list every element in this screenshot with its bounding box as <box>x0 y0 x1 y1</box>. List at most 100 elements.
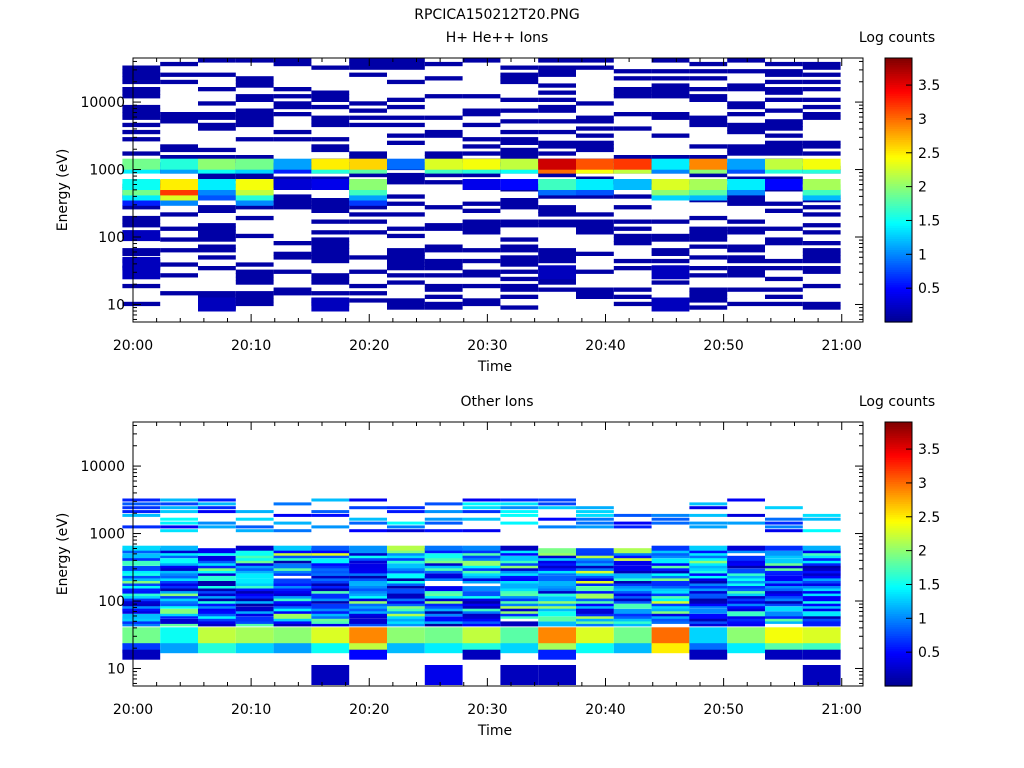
colorbar-segment <box>885 139 912 143</box>
heat-cell <box>765 97 803 102</box>
colorbar-segment <box>885 626 912 630</box>
heat-cell <box>727 606 765 612</box>
heat-cell <box>500 158 539 170</box>
colorbar-segment <box>885 452 912 456</box>
heat-cell <box>349 108 387 113</box>
heat-cell <box>160 525 198 529</box>
heat-cell <box>651 627 690 646</box>
heat-cell <box>349 596 387 602</box>
heat-cell <box>122 649 161 660</box>
heat-cell <box>462 498 501 502</box>
heat-cell <box>727 87 765 92</box>
heat-cell <box>235 517 274 521</box>
y-tick-label: 10 <box>107 661 125 677</box>
heat-cell <box>198 101 236 106</box>
colorbar-segment <box>885 549 912 553</box>
colorbar-segment <box>885 174 912 178</box>
colorbar-segment <box>885 86 912 90</box>
heat-cell <box>500 545 539 551</box>
colorbar-segment <box>885 496 912 500</box>
heat-cell <box>387 643 425 654</box>
heat-cell <box>349 219 387 224</box>
colorbar-other-ions: 0.5 1 1.5 2 2.5 3 3.5 <box>884 421 940 687</box>
heat-cell <box>500 155 539 160</box>
heat-cell <box>500 305 539 310</box>
colorbar-segment <box>885 560 912 564</box>
heat-cell <box>349 627 387 646</box>
heat-cell <box>160 529 198 533</box>
colorbar-segment <box>885 251 912 255</box>
colorbar-segment <box>885 562 912 566</box>
heat-cell <box>765 611 803 617</box>
heat-cell <box>122 301 161 307</box>
heat-cell <box>198 266 236 271</box>
colorbar-segment <box>885 198 912 202</box>
heat-cell <box>462 219 501 224</box>
heat-cell <box>576 596 614 602</box>
heat-cell <box>349 563 387 569</box>
colorbar-segment <box>885 262 912 266</box>
heat-cell <box>387 115 425 120</box>
panel-other-ions: Other Ions Log counts 10 100 1000 10000 20:… <box>55 394 940 739</box>
heat-cell <box>689 119 728 124</box>
heat-cell <box>500 179 539 190</box>
heat-cell <box>273 287 312 292</box>
heat-cell <box>500 262 539 267</box>
heat-cell <box>311 586 350 592</box>
heat-cell <box>462 283 501 289</box>
colorbar-segment <box>885 258 912 261</box>
heat-cell <box>765 179 803 190</box>
heat-cell <box>424 248 463 253</box>
colorbar-segment <box>885 130 912 134</box>
heat-cell <box>727 273 765 278</box>
x-tick-label: 20:10 <box>231 338 271 354</box>
heat-cell <box>122 87 161 92</box>
heat-cell <box>802 223 841 228</box>
heat-cell <box>538 208 576 213</box>
heat-cell <box>349 521 387 525</box>
heat-cell <box>765 226 803 231</box>
heat-cell <box>613 205 652 210</box>
colorbar-segment <box>885 604 912 608</box>
heat-cell <box>349 115 387 120</box>
colorbar-segment <box>885 510 912 513</box>
heat-cell <box>424 244 463 249</box>
heat-cell <box>273 565 312 571</box>
heat-cell <box>500 276 539 282</box>
heat-cell <box>160 498 198 502</box>
heat-cell <box>613 258 652 264</box>
x-tick-label: 20:10 <box>231 702 271 718</box>
heat-cell <box>802 301 841 307</box>
colorbar-segment <box>885 275 912 279</box>
heat-cell <box>576 58 614 63</box>
colorbar-segment <box>885 591 912 595</box>
x-tick-label: 20:50 <box>703 338 743 354</box>
heat-cell <box>765 237 803 242</box>
heat-cell <box>387 573 425 579</box>
heat-cell <box>387 606 425 612</box>
colorbar-segment <box>885 71 912 74</box>
heat-cell <box>122 251 161 256</box>
heat-cell <box>576 269 614 274</box>
heat-cell <box>576 548 614 554</box>
colorbar-segment <box>885 84 912 88</box>
y-axis-h-he-ions: 10 100 1000 10000 <box>80 60 863 320</box>
heat-cell <box>349 643 387 654</box>
heat-cell <box>198 586 236 592</box>
heat-cell <box>462 223 501 228</box>
colorbar-segment <box>885 679 912 683</box>
heat-cell <box>538 596 576 602</box>
heat-cell <box>311 545 350 551</box>
heat-cell <box>689 97 728 102</box>
heat-cell <box>387 529 425 533</box>
heat-cell <box>802 205 841 210</box>
heat-cell <box>802 529 841 533</box>
heat-cell <box>273 627 312 646</box>
heat-cell <box>349 576 387 581</box>
colorbar-segment <box>885 113 912 116</box>
heat-cell <box>235 545 274 551</box>
colorbar-segment <box>885 551 912 555</box>
colorbar-segment <box>885 161 912 165</box>
heat-cell <box>122 613 161 619</box>
heat-cell <box>235 119 274 124</box>
